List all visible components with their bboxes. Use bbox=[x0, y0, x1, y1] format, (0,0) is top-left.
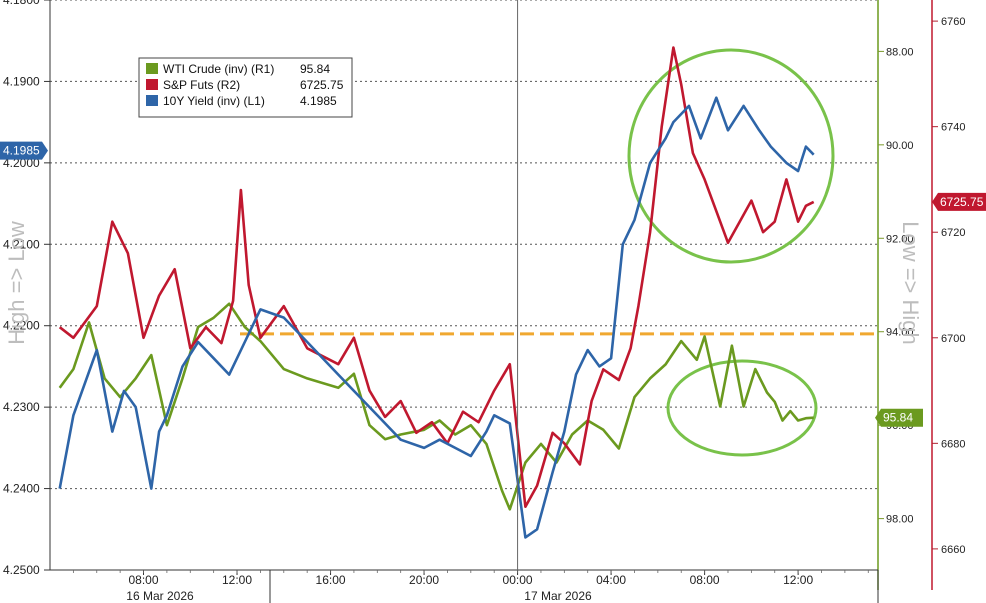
wti-last-tag-text: 95.84 bbox=[883, 411, 913, 425]
left-tick-label: 4.1900 bbox=[3, 74, 40, 88]
left-tick-label: 4.2400 bbox=[3, 482, 40, 496]
r2-tick-label: 6700 bbox=[941, 333, 965, 345]
r2-tick-label: 6660 bbox=[941, 544, 965, 556]
x-tick-label: 00:00 bbox=[503, 573, 533, 587]
r1-tick-label: 98.00 bbox=[886, 514, 914, 526]
left-tick-label: 4.2500 bbox=[3, 563, 40, 577]
legend-value: 6725.75 bbox=[300, 78, 344, 92]
yield-last-tag-text: 4.1985 bbox=[3, 144, 40, 158]
highlight-circle-upper bbox=[627, 48, 835, 264]
legend: WTI Crude (inv) (R1) 95.84 S&P Futs (R2) 67… bbox=[138, 57, 353, 118]
legend-label: WTI Crude (inv) (R1) bbox=[163, 62, 274, 76]
r2-tick-label: 6680 bbox=[941, 438, 965, 450]
x-axis-ticks: 08:00 12:00 16:00 20:00 00:00 04:00 08:00 12:00… bbox=[72, 0, 879, 603]
r2-tick-label: 6760 bbox=[941, 16, 965, 28]
x-tick-label: 08:00 bbox=[128, 573, 158, 587]
highlight-circle-lower bbox=[666, 359, 818, 457]
legend-swatch bbox=[146, 79, 158, 90]
legend-value: 95.84 bbox=[300, 62, 330, 76]
legend-box bbox=[138, 57, 353, 118]
sp-last-tag-text: 6725.75 bbox=[940, 195, 984, 209]
x-tick-label: 04:00 bbox=[596, 573, 626, 587]
series-line-sp bbox=[58, 46, 815, 509]
right-axis-title: Low => High bbox=[898, 221, 923, 345]
legend-swatch bbox=[146, 63, 158, 74]
series-line-yield bbox=[58, 96, 815, 539]
r1-tick-label: 94.00 bbox=[886, 327, 914, 339]
x-tick-label: 08:00 bbox=[690, 573, 720, 587]
r1-tick-label: 90.00 bbox=[886, 140, 914, 152]
date-label: 17 Mar 2026 bbox=[524, 589, 592, 603]
left-tick-label: 4.2300 bbox=[3, 400, 40, 414]
r1-tick-label: 92.00 bbox=[886, 233, 914, 245]
legend-swatch bbox=[146, 95, 158, 106]
wti-last-tag-shape bbox=[875, 408, 923, 427]
x-tick-label: 12:00 bbox=[222, 573, 252, 587]
last-value-tags: 4.1985 6725.75 95.84 bbox=[0, 141, 986, 427]
yield-last-tag-shape bbox=[0, 141, 48, 160]
left-axis-ticks: 4.18004.19004.20004.21004.22004.23004.24… bbox=[3, 0, 50, 577]
r2-tick-label: 6720 bbox=[941, 227, 965, 239]
series-lines bbox=[58, 46, 815, 539]
left-tick-label: 4.2200 bbox=[3, 319, 40, 333]
x-tick-label: 20:00 bbox=[409, 573, 439, 587]
left-tick-label: 4.1800 bbox=[3, 0, 40, 7]
r2-axis-ticks: 6760 6740 6720 6700 6680 6660 bbox=[932, 16, 965, 556]
r2-tick-label: 6740 bbox=[941, 122, 965, 134]
highlight-circles bbox=[627, 48, 835, 457]
date-label: 16 Mar 2026 bbox=[126, 589, 194, 603]
legend-value: 4.1985 bbox=[300, 94, 337, 108]
sp-last-tag-shape bbox=[932, 192, 986, 211]
left-axis-title: High => Low bbox=[4, 221, 29, 345]
legend-label: 10Y Yield (inv) (L1) bbox=[163, 94, 265, 108]
x-tick-label: 12:00 bbox=[783, 573, 813, 587]
left-tick-label: 4.2100 bbox=[3, 237, 40, 251]
legend-label: S&P Futs (R2) bbox=[163, 78, 240, 92]
x-tick-label: 16:00 bbox=[316, 573, 346, 587]
axes bbox=[49, 0, 933, 590]
r1-tick-label: 88.00 bbox=[886, 46, 914, 58]
